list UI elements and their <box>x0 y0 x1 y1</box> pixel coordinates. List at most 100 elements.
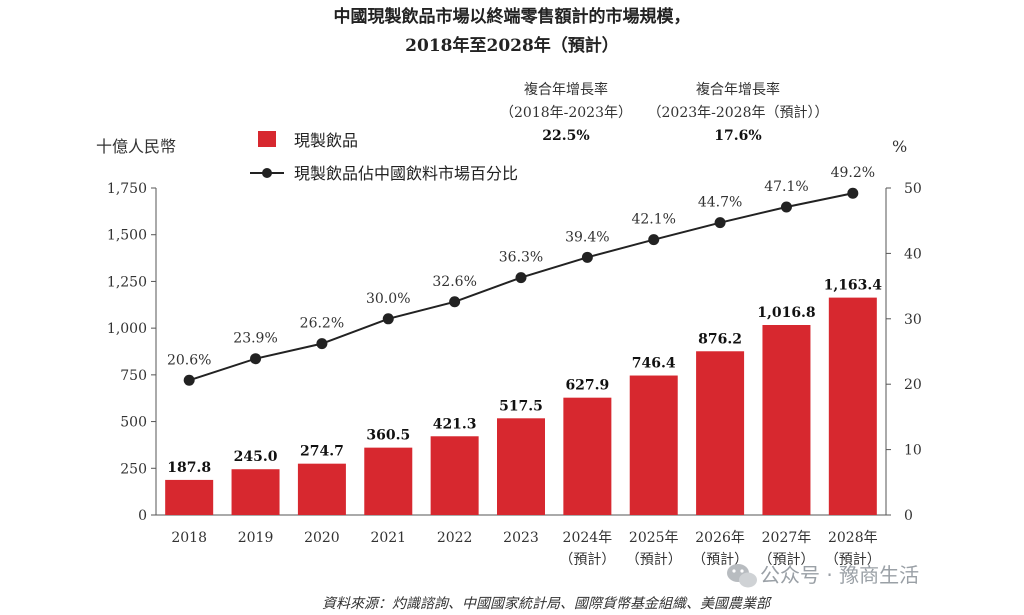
line-point <box>847 187 859 199</box>
line-point <box>382 313 394 325</box>
line-point-label: 30.0% <box>366 291 410 307</box>
x-tick-label: 2024年 <box>563 530 613 546</box>
line-series: 20.6% 23.9% 26.2% 30.0% 32.6% 36.3% 39.4% 42.1%… <box>167 165 875 386</box>
bar-series <box>165 297 877 515</box>
bar-value-label: 360.5 <box>366 428 410 444</box>
x-tick-label: 2019 <box>238 530 274 546</box>
bar <box>165 479 214 515</box>
x-tick-label: 2025年 <box>629 530 679 546</box>
bar-value-label: 1,016.8 <box>757 305 815 321</box>
x-tick-label: 2023 <box>503 530 539 546</box>
right-axis-title: % <box>892 137 907 156</box>
line-point <box>515 272 527 284</box>
line-point-label: 26.2% <box>300 316 344 332</box>
line-point-label: 36.3% <box>499 250 543 266</box>
left-tick-label: 1,750 <box>107 181 147 197</box>
x-tick-label: 2027年 <box>762 530 812 546</box>
cagr-annotation-2: 複合年增長率 （2023年-2028年（預計）） 17.6% <box>648 81 829 144</box>
x-tick-label: （預計） <box>692 552 748 568</box>
x-tick-label: 2026年 <box>695 530 745 546</box>
line-point <box>449 296 461 308</box>
watermark: 公众号 · 豫商生活 <box>727 563 919 588</box>
legend-line-label: 現製飲品佔中國飲料市場百分比 <box>294 164 518 183</box>
right-tick-label: 30 <box>904 312 922 328</box>
left-tick-label: 1,250 <box>107 274 147 290</box>
legend-bar-label: 現製飲品 <box>294 131 358 150</box>
bar-value-label: 746.4 <box>632 356 676 372</box>
left-tick-label: 0 <box>138 508 147 524</box>
line-point-label: 49.2% <box>831 165 875 181</box>
x-tick-label: （預計） <box>825 552 881 568</box>
left-axis-title: 十億人民幣 <box>96 137 176 156</box>
legend: 現製飲品 現製飲品佔中國飲料市場百分比 <box>250 131 518 183</box>
right-tick-label: 0 <box>904 508 913 524</box>
x-tick-label: 2018 <box>171 530 207 546</box>
x-tick-label: （預計） <box>559 552 615 568</box>
x-tick-label: 2028年 <box>828 530 878 546</box>
line-point-label: 42.1% <box>631 212 675 228</box>
cagr-2-value: 17.6% <box>714 128 761 144</box>
x-tick-label: 2022 <box>437 530 473 546</box>
x-tick-label: 2021 <box>370 530 406 546</box>
bar-value-label: 627.9 <box>565 378 609 394</box>
bar <box>297 463 346 515</box>
watermark-text: 公众号 · 豫商生活 <box>760 563 919 587</box>
right-tick-label: 50 <box>904 181 922 197</box>
line-point-label: 32.6% <box>432 274 476 290</box>
legend-bar-swatch <box>258 131 276 147</box>
bar <box>696 351 745 515</box>
x-axis-ticks: 2018 2019 2020 2021 2022 2023 2024年 （預計） 2025年 （預… <box>171 530 880 568</box>
line-path <box>188 192 854 382</box>
left-tick-label: 1,500 <box>107 228 147 244</box>
right-tick-label: 10 <box>904 443 922 459</box>
cagr-annotation-1: 複合年增長率 （2018年-2023年） 22.5% <box>500 81 632 144</box>
left-tick-label: 500 <box>120 415 147 431</box>
bar <box>430 436 479 515</box>
line-point-label: 47.1% <box>764 179 808 195</box>
line-point <box>780 201 792 213</box>
wechat-icon <box>727 564 757 588</box>
source-note: 資料來源：灼識諮詢、中國國家統計局、國際貨幣基金組織、美國農業部 <box>322 596 772 612</box>
right-tick-label: 40 <box>904 246 922 262</box>
bar-value-labels: 187.8 245.0 274.7 360.5 421.3 517.5 627.9 746.4… <box>167 278 882 476</box>
bar-value-label: 274.7 <box>300 444 344 460</box>
chart-subtitle: 2018年至2028年（預計） <box>405 35 619 56</box>
bar <box>231 469 280 515</box>
line-point-label: 23.9% <box>233 331 277 347</box>
bar <box>364 447 413 515</box>
cagr-1-period: （2018年-2023年） <box>500 105 632 121</box>
left-tick-label: 750 <box>120 368 147 384</box>
line-point <box>581 251 593 263</box>
bar <box>828 297 877 515</box>
bar-value-label: 517.5 <box>499 398 543 414</box>
cagr-1-label: 複合年增長率 <box>524 81 608 98</box>
bar-value-label: 1,163.4 <box>824 278 883 294</box>
line-point-label: 44.7% <box>698 195 742 211</box>
bar-value-label: 421.3 <box>433 416 477 432</box>
line-point <box>250 353 262 365</box>
right-axis-ticks: 0 10 20 30 40 50 <box>886 181 922 524</box>
right-tick-label: 20 <box>904 377 922 393</box>
line-point <box>714 217 726 229</box>
line-point <box>183 374 195 386</box>
bar-value-label: 245.0 <box>234 449 278 465</box>
x-tick-label: （預計） <box>626 552 682 568</box>
cagr-2-label: 複合年增長率 <box>696 81 780 98</box>
bar <box>497 418 545 515</box>
cagr-2-period: （2023年-2028年（預計）） <box>648 105 829 121</box>
bar <box>563 397 612 515</box>
line-point-label: 20.6% <box>167 352 211 368</box>
line-point <box>316 338 328 350</box>
bar-value-label: 876.2 <box>698 331 742 347</box>
left-tick-label: 250 <box>120 461 147 477</box>
chart-title: 中國現製飲品市場以終端零售額計的市場規模， <box>334 6 691 27</box>
x-tick-label: 2020 <box>304 530 340 546</box>
line-point <box>648 234 660 246</box>
bar-value-label: 187.8 <box>167 460 211 476</box>
line-point-label: 39.4% <box>565 229 609 245</box>
bar <box>629 375 678 515</box>
left-axis-ticks: 0 250 500 750 1,000 1,250 1,500 1,750 <box>107 181 156 524</box>
cagr-1-value: 22.5% <box>542 128 589 144</box>
x-tick-label: （預計） <box>758 552 814 568</box>
